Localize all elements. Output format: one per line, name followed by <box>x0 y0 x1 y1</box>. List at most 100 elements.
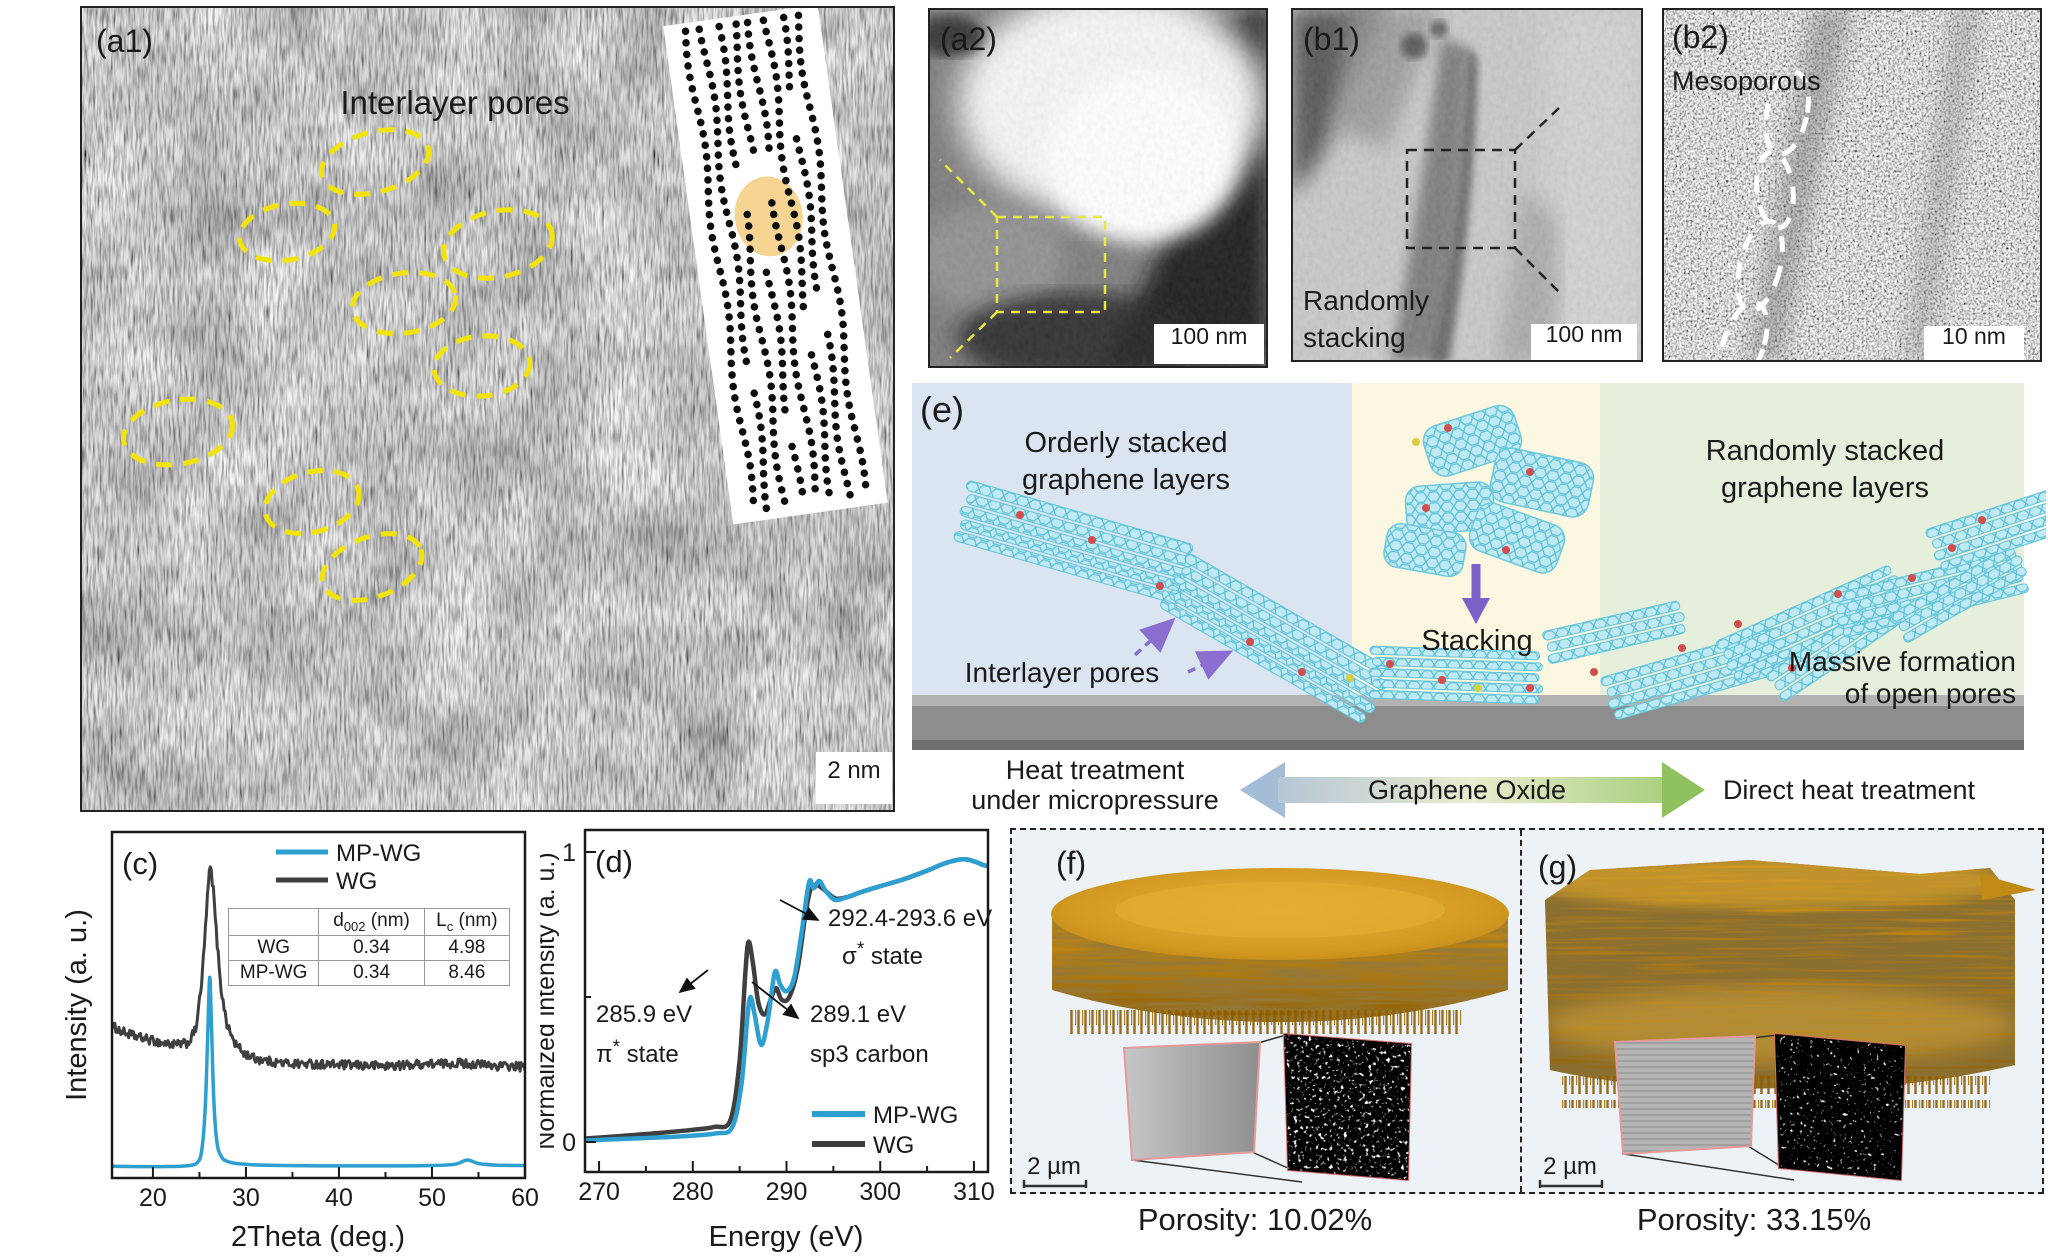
panel-a1-hrtem-image: Interlayer pores (a1) 2 nm <box>80 6 895 812</box>
interlayer-pore-ellipses <box>121 127 555 603</box>
series-curve-WG <box>112 865 525 1073</box>
d-annotation-pi: 285.9 eV π* state <box>596 969 709 1068</box>
panel-b2-tem-image: (b2) Mesoporous 10 nm <box>1662 8 2042 362</box>
graphene-layer-bead-line <box>807 351 834 501</box>
heat-treatment-line1: Heat treatment <box>1006 755 1185 785</box>
b1-scale-bar: 100 nm <box>1531 321 1637 360</box>
x-tick-label: 310 <box>953 1178 995 1206</box>
graphene-layer-bead-line <box>743 210 791 515</box>
svg-text:WG: WG <box>873 1132 914 1159</box>
x-tick-label: 30 <box>232 1184 260 1212</box>
graphene-oxide-arrow <box>1240 762 1705 818</box>
svg-text:sp3 carbon: sp3 carbon <box>810 1041 929 1068</box>
b1-magnified-region-callout <box>1405 107 1560 293</box>
graphene-layer-bead-line <box>695 25 751 368</box>
random-title-line1: Randomly stacked <box>1706 435 1945 467</box>
panel-e-schematic: (e) Orderly stacked graphene layers Rand… <box>830 380 2046 820</box>
svg-text:WG: WG <box>336 868 377 895</box>
b1-label: (b1) <box>1303 21 1360 57</box>
c-legend: MP-WG WG <box>276 840 421 895</box>
interlayer-pores-label: Interlayer pores <box>965 657 1160 688</box>
b1-annotation-line2: stacking <box>1303 322 1406 353</box>
d-annotation-sigma: 292.4-293.6 eV σ* state <box>779 899 992 970</box>
f-cross-section-inset <box>1122 1032 1413 1183</box>
b2-scale-bar: 10 nm <box>1924 323 2024 362</box>
graphene-layer-bead-line <box>750 389 771 514</box>
graphene-layer-bead-line <box>823 330 856 506</box>
heat-treatment-line2: under micropressure <box>971 785 1219 815</box>
d-annotation-sp3: 289.1 eV sp3 carbon <box>751 981 929 1068</box>
a1-scale-bar: 2 nm <box>816 752 892 804</box>
d-axis-ticks: 270 280 290 300 310 0 1 <box>562 839 995 1206</box>
a1-annotation: Interlayer pores <box>340 84 569 121</box>
graphene-layer-bead-line <box>768 199 820 503</box>
graphene-layer-bead-line <box>732 20 758 157</box>
g-scale-bar: 2 µm <box>1538 1153 1604 1188</box>
panel-g-tomography: 2 µm (g) <box>1538 849 2036 1188</box>
stacking-label: Stacking <box>1421 625 1532 657</box>
svg-text:285.9 eV: 285.9 eV <box>596 1001 692 1028</box>
c-axis-ticks: 20 30 40 50 60 <box>139 1167 539 1212</box>
panel-c-xrd-chart: 20 30 40 50 60 (c) MP-WG WG 2Theta (deg.) In… <box>60 826 540 1259</box>
panel-b1-tem-image: (b1) Randomly stacking 100 nm <box>1291 8 1643 362</box>
svg-text:2 nm: 2 nm <box>827 757 880 784</box>
orderly-title-line2: graphene layers <box>1022 464 1230 496</box>
svg-text:σ* state: σ* state <box>842 939 923 970</box>
graphene-layer-bead-line <box>743 18 773 155</box>
tomography-panel: 2 µm (f) 2 µm <box>1010 828 2044 1194</box>
a2-scale-bar: 100 nm <box>1154 323 1264 364</box>
svg-text:100 nm: 100 nm <box>1171 323 1248 349</box>
panel-d-xanes-chart: 270 280 290 300 310 0 1 (d) 292.4-293.6 eV σ* … <box>540 826 1040 1259</box>
y-tick-label: 1 <box>562 839 576 867</box>
d-label: (d) <box>595 844 633 879</box>
g-label: (g) <box>1538 849 1577 885</box>
c-ylabel: Intensity (a. u.) <box>61 909 93 1101</box>
go-flakes <box>1383 404 1595 578</box>
stacking-arrow <box>1462 564 1490 624</box>
svg-text:MP-WG: MP-WG <box>873 1102 958 1129</box>
f-porosity-label: Porosity: 10.02% <box>1137 1202 1373 1237</box>
d-ylabel: Normalized intensity (a. u.) <box>540 852 560 1149</box>
f-gold-disc <box>1051 868 1509 1036</box>
x-tick-label: 50 <box>418 1184 446 1212</box>
svg-text:292.4-293.6 eV: 292.4-293.6 eV <box>828 905 992 932</box>
x-tick-label: 290 <box>766 1178 808 1206</box>
svg-text:10 nm: 10 nm <box>1942 323 2006 349</box>
graphene-oxide-label: Graphene Oxide <box>1368 775 1566 805</box>
y-tick-label: 0 <box>562 1129 576 1157</box>
graphene-layer-bead-line <box>681 27 758 512</box>
a1-schematic-inset <box>663 6 888 525</box>
functional-group-atoms <box>1346 438 1482 692</box>
svg-text:289.1 eV: 289.1 eV <box>810 1001 906 1028</box>
orderly-title-line1: Orderly stacked <box>1024 427 1227 459</box>
a2-magnified-region-callout <box>939 159 1107 359</box>
graphene-layer-bead-line <box>762 268 790 418</box>
b2-annotation: Mesoporous <box>1672 66 1821 96</box>
g-porosity-label: Porosity: 33.15% <box>1636 1202 1872 1237</box>
f-scale-bar: 2 µm <box>1022 1153 1088 1188</box>
interlayer-pores-arrows <box>1133 617 1234 680</box>
g-grayscale-slice <box>1613 1034 1757 1156</box>
x-tick-label: 20 <box>139 1184 167 1212</box>
xanes-curves <box>585 857 988 1143</box>
massive-formation-line1: Massive formation <box>1789 646 2016 677</box>
x-tick-label: 60 <box>511 1184 539 1212</box>
c-label: (c) <box>122 846 158 881</box>
graphene-layer-bead-line <box>794 11 870 496</box>
fg-divider <box>1520 830 1522 1192</box>
series-curve-MP-WG <box>112 975 525 1169</box>
svg-text:100 nm: 100 nm <box>1546 321 1623 347</box>
graphene-layer-bead-line <box>792 135 822 298</box>
a1-label: (a1) <box>96 23 153 59</box>
table-row: WG 0.34 4.98 <box>227 934 511 961</box>
svg-text:2 µm: 2 µm <box>1027 1153 1081 1180</box>
substrate <box>912 695 2024 750</box>
d-legend: MP-WG WG <box>812 1102 958 1159</box>
x-tick-label: 300 <box>859 1178 901 1206</box>
random-title-line2: graphene layers <box>1721 472 1929 504</box>
table-row: MP-WG 0.34 8.46 <box>227 959 511 986</box>
graphene-layer-bead-line <box>779 13 794 100</box>
oxygen-atoms <box>1016 424 1986 692</box>
graphene-layer-bead-line <box>759 16 808 321</box>
